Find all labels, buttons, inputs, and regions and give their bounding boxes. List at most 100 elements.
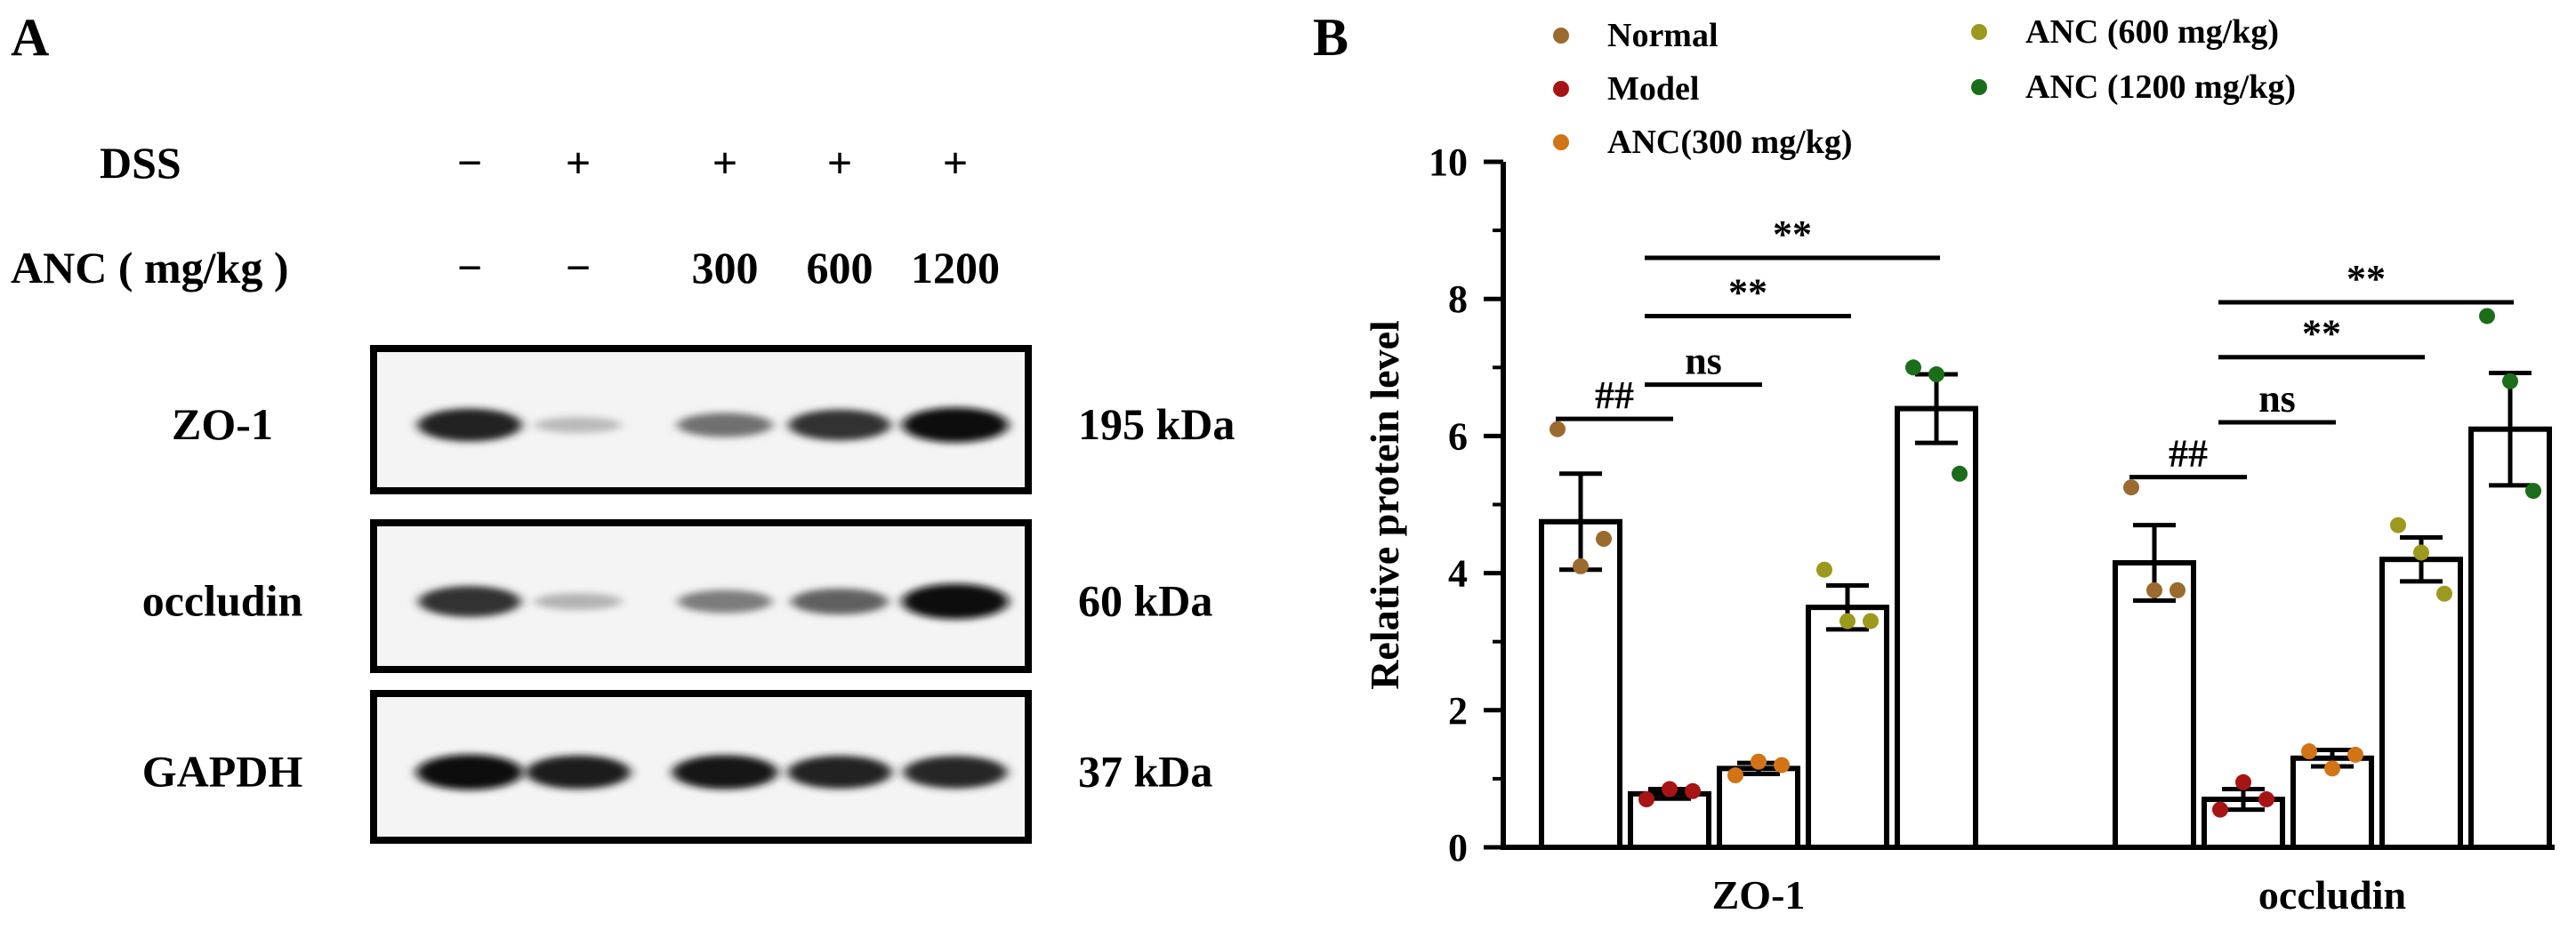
bar-occludin-0 bbox=[2113, 560, 2196, 850]
significance-label: ** bbox=[1773, 212, 1812, 256]
data-point bbox=[2347, 746, 2363, 763]
blot-1: occludin 60 kDa bbox=[142, 519, 1212, 673]
significance-label: ** bbox=[2347, 257, 2386, 301]
condition-value: + bbox=[712, 138, 738, 188]
blot-protein-name: GAPDH bbox=[142, 747, 303, 797]
legend-swatch bbox=[1971, 79, 1987, 95]
data-point bbox=[2123, 479, 2139, 496]
data-point bbox=[2525, 483, 2541, 500]
anc-row-label: ANC ( mg/kg ) bbox=[11, 243, 288, 293]
blot-band bbox=[677, 413, 773, 437]
data-point bbox=[2413, 544, 2429, 561]
blot-0: ZO-1 195 kDa bbox=[172, 345, 1235, 494]
bar-occludin-3 bbox=[2379, 557, 2463, 850]
data-point bbox=[1685, 782, 1701, 799]
data-point bbox=[1816, 561, 1832, 578]
data-point bbox=[2324, 760, 2340, 777]
blot-band bbox=[791, 588, 889, 615]
data-point bbox=[1638, 791, 1654, 808]
dss-row-label: DSS bbox=[100, 138, 181, 188]
significance-annotations: ##ns****##ns**** bbox=[1556, 212, 2514, 480]
y-tick-label: 2 bbox=[1448, 689, 1468, 733]
blot-band bbox=[787, 755, 892, 790]
condition-value: − bbox=[457, 243, 483, 293]
condition-value: + bbox=[943, 138, 969, 188]
data-point bbox=[2436, 585, 2452, 602]
chart-legend: Normal Model ANC(300 mg/kg) ANC (600 mg/kg)… bbox=[1553, 13, 2296, 161]
condition-value: 300 bbox=[692, 243, 759, 293]
blot-band bbox=[672, 755, 778, 790]
data-point bbox=[2235, 774, 2251, 790]
legend-swatch bbox=[1971, 24, 1987, 40]
blot-molecular-weight: 195 kDa bbox=[1078, 399, 1235, 449]
data-point bbox=[1928, 366, 1944, 383]
legend-label: Model bbox=[1607, 70, 1699, 108]
blot-protein-name: occludin bbox=[142, 576, 303, 626]
bar-zo-1-3 bbox=[1806, 605, 1889, 851]
panel-b-label: B bbox=[1313, 8, 1348, 67]
condition-value: 1200 bbox=[911, 243, 1000, 293]
data-point bbox=[1596, 531, 1612, 548]
data-point bbox=[2169, 581, 2186, 598]
legend-swatch bbox=[1553, 28, 1569, 44]
data-point bbox=[2502, 373, 2518, 389]
blot-band bbox=[534, 416, 623, 434]
legend-label: ANC(300 mg/kg) bbox=[1607, 124, 1852, 161]
legend-label: Normal bbox=[1607, 17, 1719, 54]
significance-label: ** bbox=[2302, 312, 2341, 356]
condition-value: + bbox=[566, 138, 592, 188]
condition-value: − bbox=[566, 243, 592, 293]
y-tick-label: 6 bbox=[1448, 414, 1468, 458]
legend-swatch bbox=[1553, 81, 1569, 97]
data-point bbox=[1727, 767, 1743, 784]
significance-label: ns bbox=[1685, 340, 1722, 383]
legend-label: ANC (600 mg/kg) bbox=[2025, 13, 2279, 51]
legend-swatch bbox=[1553, 134, 1569, 150]
y-tick-label: 4 bbox=[1448, 552, 1468, 596]
data-point bbox=[1905, 359, 1921, 376]
blot-band bbox=[678, 589, 772, 613]
blot-band bbox=[903, 756, 1008, 789]
blot-band bbox=[418, 586, 521, 617]
x-category-label: occludin bbox=[2258, 872, 2406, 918]
bars bbox=[1539, 405, 2552, 851]
legend-label: ANC (1200 mg/kg) bbox=[2025, 68, 2296, 106]
y-tick-label: 8 bbox=[1448, 277, 1468, 321]
data-point bbox=[1550, 421, 1566, 437]
condition-values: − + + + + − − 300 600 1200 bbox=[457, 138, 1000, 293]
data-point bbox=[1863, 613, 1879, 629]
blot-molecular-weight: 60 kDa bbox=[1078, 576, 1212, 626]
x-category-labels: ZO-1 occludin bbox=[1712, 872, 2406, 918]
data-point bbox=[1751, 753, 1767, 770]
y-ticks: 0 2 4 6 8 10 bbox=[1429, 140, 1503, 870]
data-point bbox=[2146, 581, 2162, 598]
data-point bbox=[2390, 517, 2406, 533]
blot-molecular-weight: 37 kDa bbox=[1078, 747, 1212, 797]
data-point bbox=[2479, 308, 2495, 325]
significance-label: ns bbox=[2258, 377, 2296, 421]
condition-value: 600 bbox=[807, 243, 873, 293]
data-point bbox=[1573, 557, 1589, 574]
data-point bbox=[2301, 743, 2317, 760]
panel-a-label: A bbox=[11, 8, 49, 67]
x-category-label: ZO-1 bbox=[1712, 872, 1806, 918]
significance-label: ## bbox=[2169, 432, 2208, 476]
western-blots: ZO-1 195 kDa occludin 60 kDa GAPDH 37 kDa bbox=[142, 345, 1235, 844]
bar-occludin-4 bbox=[2468, 426, 2552, 850]
condition-value: − bbox=[457, 138, 483, 188]
data-point bbox=[1952, 465, 1968, 482]
y-axis-label: Relative protein level bbox=[1362, 320, 1407, 690]
blot-band bbox=[526, 755, 631, 790]
data-point bbox=[2212, 801, 2228, 818]
blot-band bbox=[788, 409, 891, 441]
data-point bbox=[2258, 791, 2274, 808]
data-point bbox=[1774, 757, 1790, 774]
bar-zo-1-4 bbox=[1895, 405, 1978, 850]
y-tick-label: 0 bbox=[1448, 826, 1468, 870]
condition-value: + bbox=[827, 138, 853, 188]
y-tick-label: 10 bbox=[1429, 140, 1468, 184]
data-point bbox=[1839, 613, 1856, 629]
blot-band bbox=[416, 754, 523, 790]
bar-zo-1-0 bbox=[1539, 518, 1622, 851]
